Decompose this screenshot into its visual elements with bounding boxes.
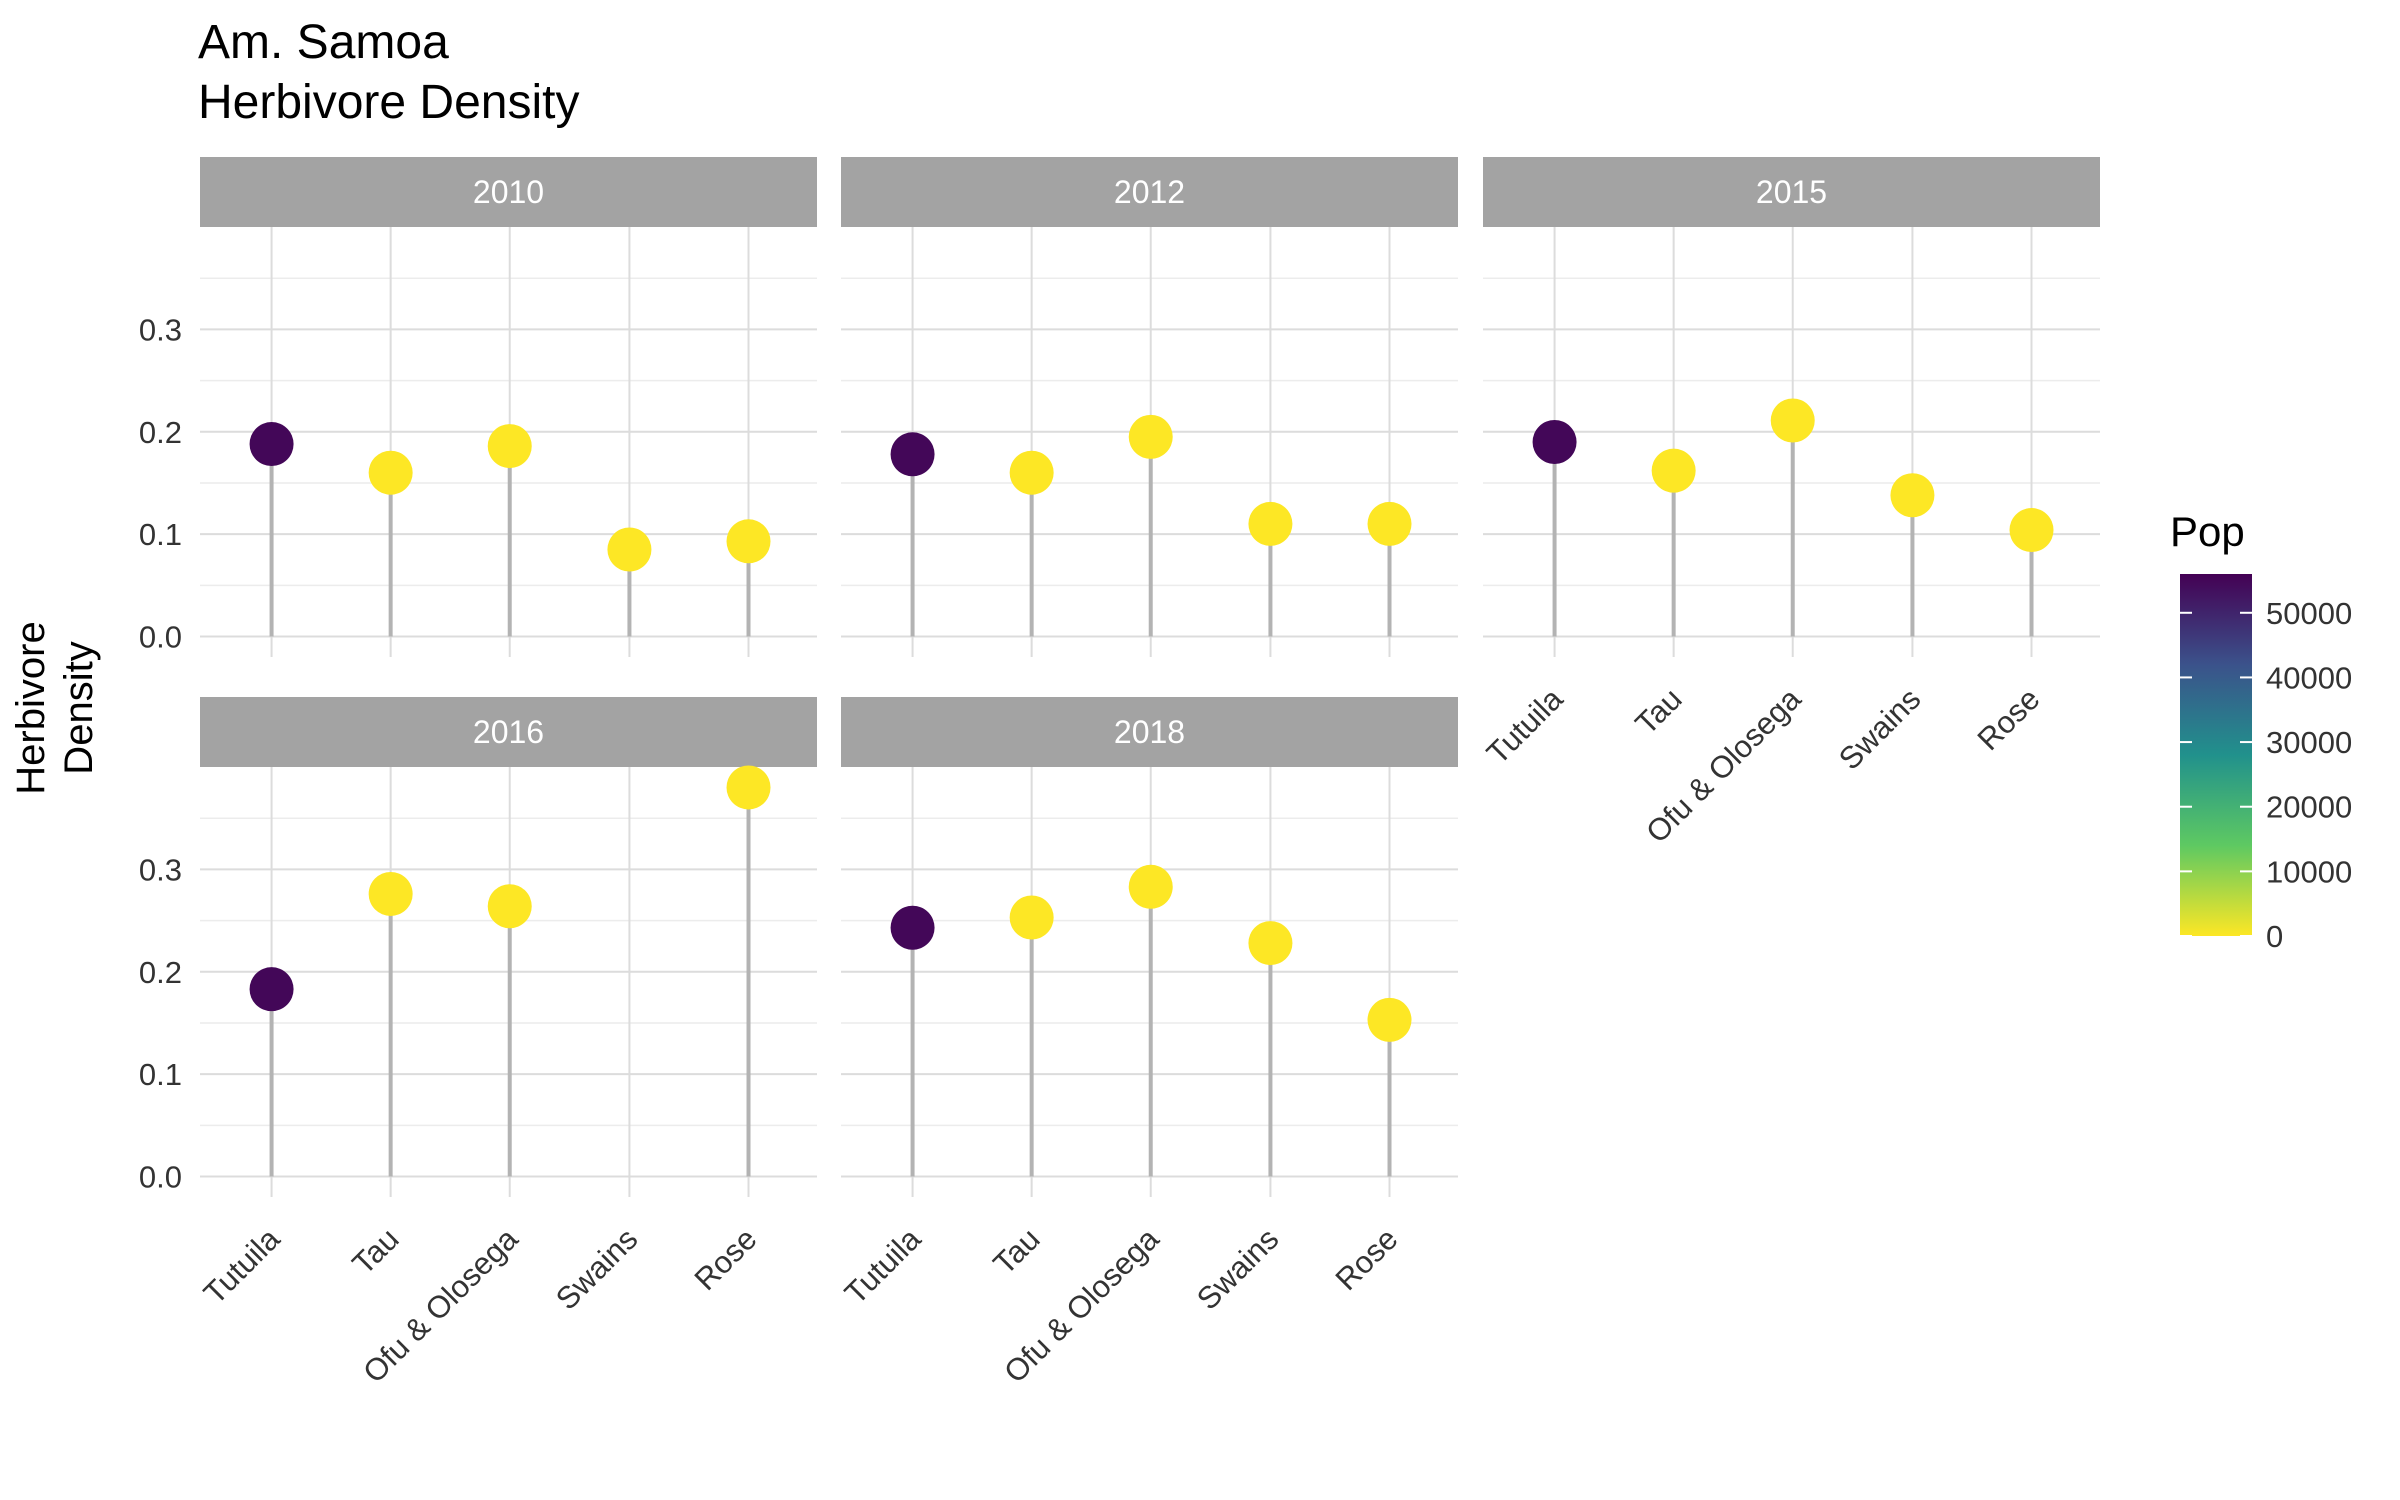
data-point	[487, 884, 532, 929]
legend-tick-label: 30000	[2266, 725, 2352, 760]
data-point	[1770, 398, 1815, 443]
facet-strip	[1483, 157, 2100, 227]
x-tick-label: Swains	[1832, 681, 1927, 776]
y-tick-label: 0.0	[139, 1160, 182, 1195]
facet-strip	[841, 697, 1458, 767]
x-tick-label: Rose	[1971, 681, 2047, 757]
data-point	[1128, 414, 1173, 459]
y-tick-label: 0.2	[139, 415, 182, 450]
data-point	[1367, 501, 1412, 546]
chart-title-line-1: Am. Samoa	[198, 16, 449, 69]
data-point	[1890, 473, 1935, 518]
legend-tick-label: 10000	[2266, 854, 2352, 889]
x-tick-label: Swains	[1190, 1221, 1285, 1316]
legend-colorbar	[2180, 574, 2252, 936]
data-point	[487, 424, 532, 469]
x-tick-label: Rose	[1329, 1221, 1405, 1297]
data-point	[607, 527, 652, 572]
x-tick-label: Tutuila	[838, 1221, 928, 1311]
facet-strip-label: 2018	[1114, 714, 1185, 750]
data-point	[368, 871, 413, 916]
legend-tick-label: 0	[2266, 919, 2283, 954]
y-axis-title-line-1: Herbivore	[9, 621, 53, 794]
data-point	[1128, 864, 1173, 909]
data-point	[1651, 448, 1696, 493]
y-tick-label: 0.1	[139, 1057, 182, 1092]
y-tick-label: 0.0	[139, 620, 182, 655]
y-tick-label: 0.3	[139, 852, 182, 887]
x-tick-label: Rose	[688, 1221, 764, 1297]
data-point	[1367, 997, 1412, 1042]
legend-tick-label: 50000	[2266, 596, 2352, 631]
facet-panel-2010: 2010 0.0 0.1 0.2 0.3	[139, 157, 817, 657]
data-point	[1009, 895, 1054, 940]
y-tick-label: 0.3	[139, 312, 182, 347]
data-point	[249, 422, 294, 467]
data-point	[1248, 501, 1293, 546]
facet-strip-label: 2010	[473, 174, 544, 210]
data-point	[368, 450, 413, 495]
y-axis-title: Herbivore Density	[9, 621, 101, 794]
x-tick-label: Tau	[987, 1221, 1047, 1281]
legend: Pop 0 10000 20000 30000 40000 50000	[2170, 508, 2352, 954]
y-tick-label: 0.1	[139, 517, 182, 552]
facet-strip-label: 2015	[1756, 174, 1827, 210]
facet-strip	[200, 157, 817, 227]
facet-strip	[841, 157, 1458, 227]
x-tick-label: Tau	[1629, 681, 1689, 741]
facet-strip	[200, 697, 817, 767]
y-tick-label: 0.2	[139, 955, 182, 990]
x-tick-label: Swains	[549, 1221, 644, 1316]
x-tick-label: Tau	[346, 1221, 406, 1281]
data-point	[726, 765, 771, 810]
data-point	[1009, 450, 1054, 495]
x-tick-label: Tutuila	[197, 1221, 287, 1311]
x-tick-label: Tutuila	[1480, 681, 1570, 771]
facet-strip-label: 2016	[473, 714, 544, 750]
data-point	[249, 967, 294, 1012]
data-point	[1248, 921, 1293, 966]
data-point	[2009, 508, 2054, 553]
legend-title: Pop	[2170, 508, 2245, 555]
data-point	[726, 519, 771, 564]
legend-tick-label: 40000	[2266, 660, 2352, 695]
y-axis-title-line-2: Density	[57, 641, 101, 774]
data-point	[890, 432, 935, 477]
facet-strip-label: 2012	[1114, 174, 1185, 210]
data-point	[890, 905, 935, 950]
facet-panel-2012: 2012	[841, 157, 1458, 657]
chart-title-line-2: Herbivore Density	[198, 76, 579, 129]
data-point	[1532, 420, 1577, 464]
legend-tick-label: 20000	[2266, 790, 2352, 825]
